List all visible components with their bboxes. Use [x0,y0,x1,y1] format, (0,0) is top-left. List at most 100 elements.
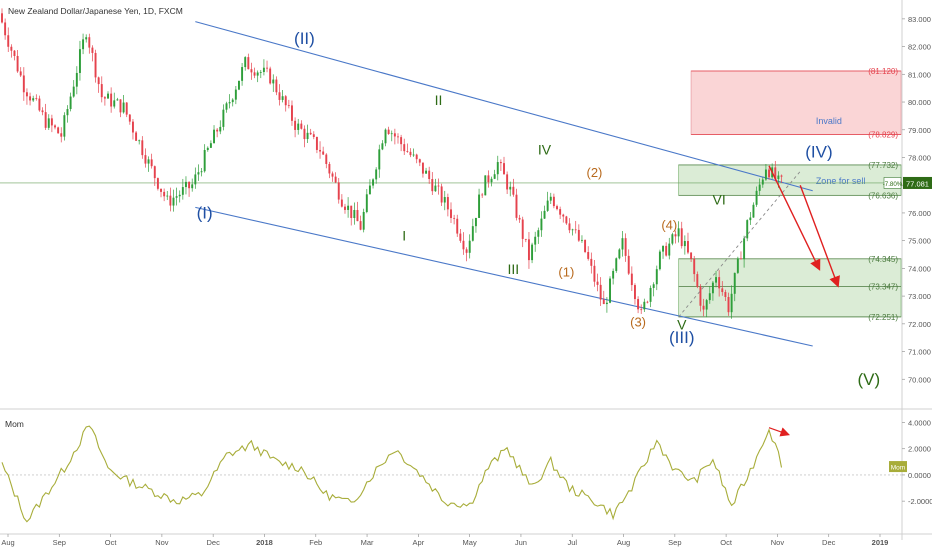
candle-body [649,287,652,302]
candle-body [135,132,138,141]
candle-body [110,93,113,107]
candle [397,133,399,144]
wave-label: (I) [197,203,213,222]
candle-body [234,89,237,100]
candle-body [50,118,53,126]
candle [752,202,755,218]
candle-body [125,102,128,115]
candle [347,197,350,218]
candle-body [593,265,596,282]
candle [244,56,247,71]
candle-body [175,196,178,198]
candle-body [521,219,524,239]
level-label: (73.347) [868,282,898,291]
candle-body [456,218,459,234]
time-tick-label: Apr [413,538,425,547]
candle-body [4,22,7,36]
candle-body [587,252,590,259]
candle-body [562,214,565,217]
candle-body [322,151,325,155]
candle-body [736,258,739,273]
candle-body [708,293,711,301]
candle-body [400,137,403,145]
candle-body [699,286,702,306]
candle [78,40,81,81]
candle-body [184,181,187,188]
time-axis[interactable]: Aug Sep Oct Nov Dec 2018 Feb Mar Apr May Jun Jul Aug… [1,534,888,547]
candle [359,215,362,231]
candle-body [191,184,194,189]
candle [755,186,758,207]
candle [32,95,35,102]
candle-body [761,179,764,185]
candle [344,203,346,214]
candle [1,8,3,24]
candle [353,202,356,225]
candle [238,80,240,91]
wave-label: (V) [857,370,880,389]
candle-body [25,92,28,97]
candle [549,192,552,204]
candle-body [372,179,375,186]
candle-body [509,186,512,190]
candle-body [746,220,749,239]
candle [331,171,334,182]
candle-body [612,270,615,279]
price-tick-label: 82.000 [908,43,931,52]
candle-body [275,79,278,93]
candle [228,94,231,109]
candle [633,283,636,305]
time-tick-label: Aug [617,538,630,547]
candle-body [615,258,618,271]
candle-body [446,197,449,210]
candle-body [82,39,85,50]
candle-body [568,223,571,231]
candle [640,304,643,314]
candle [487,170,490,188]
candle [699,284,702,312]
candle-body [353,210,356,219]
candle [113,92,116,109]
candle [54,124,56,130]
symbol-title: New Zealand Dollar/Japanese Yen, 1D, FXC… [8,6,183,16]
candle-body [228,102,231,104]
candle-body [531,244,534,261]
candle [484,175,487,196]
candle [334,172,337,184]
candle [119,99,122,118]
candle [91,45,94,62]
candle [322,146,325,156]
level-label: (78.829) [868,130,898,139]
candle [278,84,281,106]
candle [181,178,184,200]
momentum-line [1,425,783,523]
momentum-tick-label: 2.0000 [908,445,931,454]
candle-body [29,96,32,101]
candle-body [459,233,462,241]
candle [378,144,381,178]
zone-invalid [690,70,902,135]
candle [540,211,543,237]
candle [499,159,502,171]
candle [736,256,739,274]
candle-body [387,129,390,135]
candle-body [253,72,256,76]
candle-body [421,162,424,174]
price-axis[interactable]: 83.000 82.000 81.000 80.000 79.000 78.000 77.0… [883,15,932,384]
candle-body [440,186,443,203]
candle [531,242,534,264]
candle-body [683,241,686,247]
candle-body [256,72,259,76]
time-tick-label: Sep [53,538,66,547]
candle-body [571,229,574,231]
momentum-last-badge [889,461,907,473]
candle [437,178,440,195]
last-price-label: 77.081 [906,179,929,188]
candle [409,148,412,158]
candle-body [238,80,240,90]
candle [690,252,693,263]
candle-body [540,218,543,231]
momentum-pane[interactable]: 4.0000 2.0000 0.0000 -2.0000 Mom [0,418,932,523]
candle [213,125,215,144]
